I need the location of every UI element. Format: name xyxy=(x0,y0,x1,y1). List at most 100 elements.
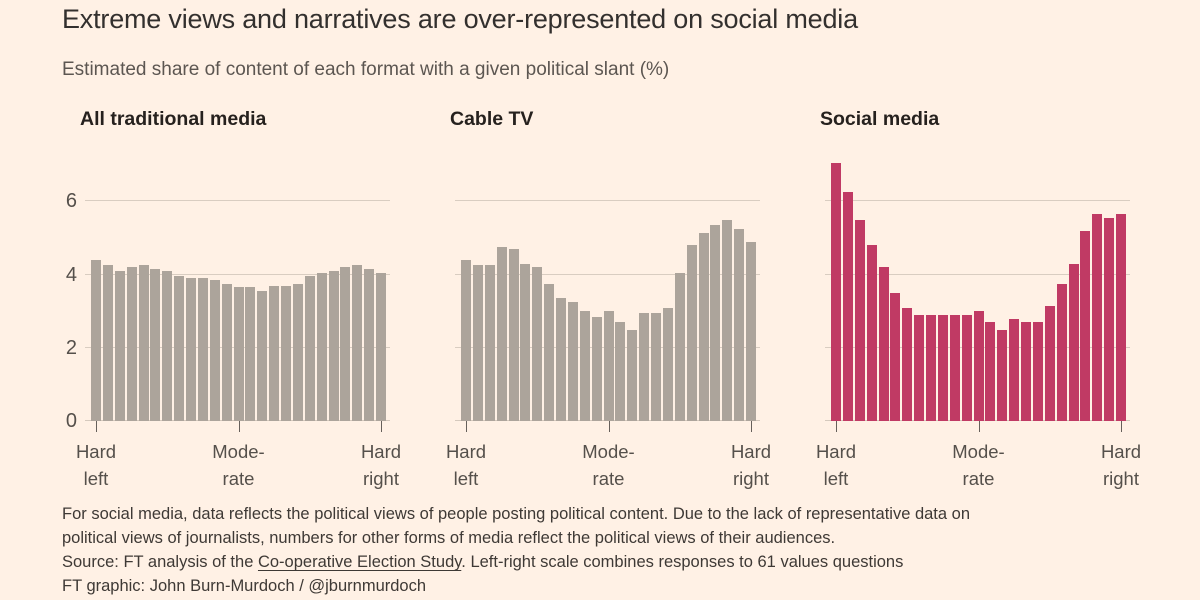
bar xyxy=(854,219,865,421)
bar xyxy=(710,225,721,421)
bar xyxy=(961,314,972,421)
plot-area: Hard left Mode-rate Hard right xyxy=(816,159,1141,489)
bar xyxy=(1116,214,1126,421)
bar xyxy=(878,267,889,421)
bar xyxy=(1080,230,1091,421)
bar xyxy=(162,270,173,421)
bar xyxy=(269,285,280,421)
bar xyxy=(902,307,913,421)
axis-tick-0 xyxy=(466,421,467,432)
bar xyxy=(615,322,626,421)
bar xyxy=(281,285,291,421)
x-axis-label-0: Hard left xyxy=(445,441,487,489)
bar xyxy=(627,329,638,421)
gridline-6 xyxy=(455,200,760,202)
bar xyxy=(722,219,733,421)
bar xyxy=(831,162,841,421)
bar-group xyxy=(831,159,1126,421)
bar xyxy=(102,265,113,421)
source-suffix: . Left-right scale combines responses to… xyxy=(461,553,904,571)
x-axis-label-2: Hard right xyxy=(730,441,772,489)
axis-tick-1 xyxy=(238,421,240,432)
bar xyxy=(126,267,137,421)
bar xyxy=(949,314,960,421)
bar xyxy=(1021,322,1031,421)
charts-row: All traditional media Hard left Mode-rate Ha… xyxy=(66,108,1141,489)
bar xyxy=(544,283,555,421)
chart-panel-1: Cable TV Hard left Mode-rate Hard right xyxy=(446,108,771,489)
bar xyxy=(686,245,697,421)
chart-panel-title: All traditional media xyxy=(80,108,267,130)
bar xyxy=(926,314,936,421)
gridline-4 xyxy=(85,273,390,275)
bar xyxy=(532,267,543,421)
bar xyxy=(639,313,650,421)
source-link[interactable]: Co-operative Election Study xyxy=(257,553,462,571)
chart-subtitle: Estimated share of content of each forma… xyxy=(62,59,670,80)
source-line: Source: FT analysis of the Co-operative … xyxy=(62,550,970,574)
bar-group xyxy=(91,159,386,421)
x-axis-label-0: Hard left xyxy=(815,441,857,489)
x-axis-label-1: Mode-rate xyxy=(212,441,265,489)
bar xyxy=(937,314,948,421)
bar xyxy=(556,298,566,421)
bar xyxy=(567,302,578,421)
bar xyxy=(508,248,519,421)
bar xyxy=(328,270,339,421)
bar xyxy=(340,267,351,421)
footnote-block: For social media, data reflects the poli… xyxy=(62,502,970,598)
bar xyxy=(316,272,327,421)
bar xyxy=(746,241,756,421)
y-axis-label-6: 6 xyxy=(65,190,77,213)
bar xyxy=(1009,318,1020,421)
y-axis-label-4: 4 xyxy=(65,263,77,286)
bar xyxy=(186,278,196,421)
axis-tick-1 xyxy=(978,421,980,432)
gridline-6 xyxy=(825,200,1130,202)
bar xyxy=(890,292,901,421)
gridline-4 xyxy=(455,273,760,275)
bar xyxy=(114,270,125,421)
chart-panel-0: All traditional media Hard left Mode-rate Ha… xyxy=(66,108,401,489)
footnote-line-2: political views of journalists, numbers … xyxy=(62,529,836,547)
bar xyxy=(1092,214,1103,421)
bar xyxy=(591,316,602,421)
bar xyxy=(866,245,877,421)
bar xyxy=(174,276,185,421)
bar xyxy=(209,280,220,421)
source-prefix: Source: FT analysis of the xyxy=(62,553,258,571)
plot-area: Hard left Mode-rate Hard right xyxy=(446,159,771,489)
gridline-6 xyxy=(85,200,390,202)
bar xyxy=(1068,263,1079,421)
x-axis-label-1: Mode-rate xyxy=(582,441,635,489)
bar xyxy=(233,287,244,421)
axis-tick-1 xyxy=(608,421,610,432)
chart-panel-title: Cable TV xyxy=(450,108,534,130)
bar xyxy=(304,276,315,421)
bar xyxy=(197,278,208,421)
bar xyxy=(138,265,149,421)
x-axis-label-2: Hard right xyxy=(360,441,402,489)
credit-line: FT graphic: John Burn-Murdoch / @jburnmu… xyxy=(62,577,427,595)
bar xyxy=(662,307,673,421)
x-axis-label-0: Hard left xyxy=(75,441,117,489)
plot-area: Hard left Mode-rate Hard right 0 2 4 6 xyxy=(66,159,401,489)
bar xyxy=(603,311,614,421)
y-axis-label-2: 2 xyxy=(65,336,77,359)
bar xyxy=(91,259,101,421)
bar xyxy=(997,329,1008,421)
gridline-4 xyxy=(825,273,1130,275)
bar xyxy=(973,311,984,421)
bar-group xyxy=(461,159,756,421)
bar xyxy=(674,272,685,421)
bar xyxy=(914,314,925,421)
chart-panel-2: Social media Hard left Mode-rate Hard right xyxy=(816,108,1141,489)
axis-tick-0 xyxy=(96,421,97,432)
chart-panel-title: Social media xyxy=(820,108,940,130)
bar xyxy=(842,192,853,421)
bar xyxy=(1056,283,1067,421)
bar xyxy=(698,232,709,421)
bar xyxy=(257,291,268,421)
bar xyxy=(221,283,232,421)
